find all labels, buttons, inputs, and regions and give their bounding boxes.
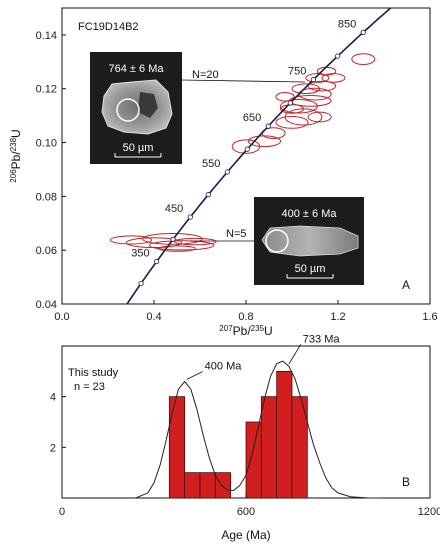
y-axis-title-group: 206Pb/238U (9, 129, 23, 182)
spot-circle-young (265, 229, 289, 253)
inset-young-age: 400 ± 6 Ma (282, 208, 338, 220)
histogram-bar-2 (199, 472, 216, 499)
y-tick-label-0: 0.04 (36, 299, 57, 311)
error-ellipse-16 (305, 73, 330, 83)
error-ellipse-15 (307, 80, 337, 92)
x-tick-label-3: 1.2 (330, 311, 345, 323)
x-axis-title: 207Pb/235U (219, 324, 272, 338)
peak-leader-0 (186, 371, 203, 380)
legend-line-2: n = 23 (74, 381, 105, 393)
concordia-marker-700 (287, 100, 293, 106)
concordia-age-label-650: 650 (243, 112, 261, 124)
concordia-marker-850 (360, 29, 366, 35)
concordia-axes: 0.0 0.4 0.8 1.2 1.6 0.04 0.06 0.08 0.10 0.12 0.14 (36, 30, 438, 323)
error-ellipse-18 (321, 73, 346, 83)
concordia-marker-400 (170, 236, 176, 242)
concordia-marker-350 (154, 258, 160, 265)
y-tick-label-3: 0.10 (36, 138, 57, 150)
hist-y-tick-label-1: 4 (50, 392, 56, 404)
concordia-marker-800 (335, 53, 341, 59)
error-ellipse-9 (275, 115, 309, 129)
concordia-marker-650 (265, 123, 271, 129)
histogram-axes: 0 600 1200 2 4 (50, 392, 440, 518)
y-axis-title: 206Pb/238U (9, 129, 23, 182)
peak-label-0: 400 Ma (205, 360, 243, 372)
x-tick-label-0: 0.0 (54, 311, 69, 323)
probability-density-curve (135, 360, 381, 499)
y-tick-label-4: 0.12 (36, 84, 57, 96)
error-ellipse-19 (351, 53, 376, 66)
x-tick-label-4: 1.6 (422, 311, 437, 323)
inset-old-age: 764 ± 6 Ma (109, 63, 165, 75)
concordia-curve (126, 8, 392, 304)
concordia-age-labels: 350 450 550 650 750 850 (131, 18, 356, 259)
leader-line-old (181, 79, 306, 83)
error-ellipse-3 (148, 240, 215, 251)
panel-b-letter: B (402, 475, 410, 489)
scalebar-young-label: 50 µm (295, 263, 326, 275)
concordia-marker-450 (187, 214, 193, 220)
histogram-panel: 0 600 1200 2 4 This study n = 23 400 Ma 733 M… (50, 333, 440, 542)
error-ellipse-22 (275, 91, 295, 102)
histogram-bars (168, 370, 308, 499)
y-tick-label-2: 0.08 (36, 191, 57, 203)
concordia-age-label-850: 850 (338, 18, 356, 30)
x-tick-label-2: 0.8 (238, 311, 253, 323)
hist-x-tick-label-1: 600 (237, 506, 255, 518)
peak-leader-1 (288, 344, 302, 365)
count-label-old: N=20 (192, 69, 219, 81)
error-ellipse-14 (291, 83, 321, 95)
zircon-core-dark (138, 92, 158, 118)
concordia-age-label-550: 550 (202, 158, 220, 170)
y-tick-label-1: 0.06 (36, 245, 57, 257)
hist-y-tick-label-0: 2 (50, 442, 56, 454)
concordia-marker-600 (244, 146, 250, 152)
error-ellipse-5 (158, 245, 196, 252)
ellipse-group (109, 53, 376, 252)
hist-x-tick-label-2: 1200 (418, 506, 440, 518)
inset-cl-image-young: 400 ± 6 Ma 50 µm (254, 197, 364, 285)
hist-x-tick-label-0: 0 (59, 506, 65, 518)
concordia-age-label-450: 450 (165, 203, 183, 215)
error-ellipse-4 (174, 237, 217, 246)
concordia-age-label-350: 350 (131, 247, 149, 259)
peak-label-1: 733 Ma (303, 333, 341, 345)
hist-x-axis-title: Age (Ma) (221, 528, 270, 542)
histogram-bar-0 (168, 396, 186, 499)
x-tick-label-1: 0.4 (146, 311, 161, 323)
panel-a-letter: A (402, 278, 410, 292)
histogram-bar-6 (276, 370, 293, 499)
sample-label: FC19D14B2 (78, 21, 139, 33)
concordia-age-label-750: 750 (288, 66, 306, 78)
concordia-marker-500 (205, 192, 211, 198)
zircon-grain-old (101, 79, 173, 135)
concordia-age-markers (138, 29, 366, 287)
peak-labels: 400 Ma 733 Ma (186, 333, 341, 380)
count-label-young: N=5 (226, 228, 247, 240)
spot-circle-old (116, 98, 140, 122)
inset-cl-image-old: 764 ± 6 Ma 50 µm (90, 52, 182, 164)
legend-line-1: This study (68, 367, 119, 379)
histogram-bar-3 (214, 472, 232, 499)
y-tick-label-5: 0.14 (36, 30, 57, 42)
histogram-bar-5 (260, 396, 278, 499)
concordia-panel: FC19D14B2 A 0.0 0.4 0.8 1.2 1.60.040.060.080… (9, 7, 438, 338)
concordia-marker-550 (224, 169, 230, 175)
error-ellipse-21 (307, 111, 332, 123)
concordia-marker-750 (310, 77, 317, 83)
histogram-bar-7 (291, 396, 308, 499)
concordia-marker-300 (138, 280, 144, 287)
histogram-bar-1 (184, 472, 201, 499)
error-ellipse-0 (109, 235, 153, 245)
histogram-bar-4 (245, 421, 262, 499)
scalebar-old-label: 50 µm (123, 142, 154, 154)
